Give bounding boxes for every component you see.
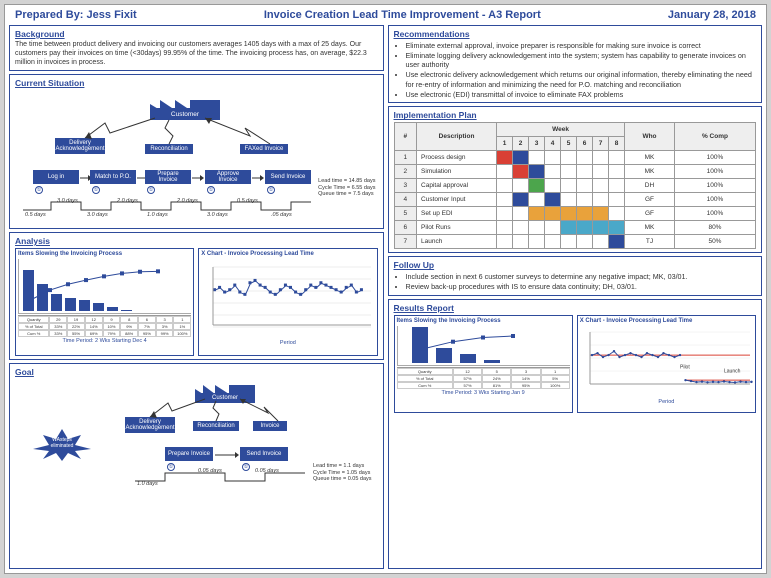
followup-panel: Follow Up Include section in next 6 cust…: [388, 256, 763, 295]
results-pareto: Items Slowing the Invoicing Process Quan…: [394, 315, 573, 413]
goal-panel: Goal Customer Delivery Acknowledgement R…: [9, 363, 384, 569]
rec-list: Eliminate external approval, invoice pre…: [394, 41, 757, 99]
header: Prepared By: Jess Fixit Invoice Creation…: [5, 5, 766, 25]
current-situation-panel: Current Situation Customer Delivery Ackn…: [9, 74, 384, 229]
plan-table: #DescriptionWeekWho% Comp123456781Proces…: [394, 122, 757, 249]
followup-item: Review back-up procedures with IS to ens…: [406, 282, 757, 292]
recommendations-panel: Recommendations Eliminate external appro…: [388, 25, 763, 103]
report-date: January 28, 2018: [668, 9, 756, 21]
rec-title: Recommendations: [394, 29, 757, 39]
rec-item: Eliminate external approval, invoice pre…: [406, 41, 757, 51]
xchart: X Chart - Invoice Processing Lead Time P…: [198, 248, 377, 356]
step-block: Prepare Invoice: [145, 170, 191, 184]
rec-item: Use electronic (EDI) transmittal of invo…: [406, 90, 757, 100]
results-title: Results Report: [394, 303, 757, 313]
results-panel: Results Report Items Slowing the Invoici…: [388, 299, 763, 569]
svg-text:Launch: Launch: [724, 368, 741, 374]
step-block: Log in: [33, 170, 79, 184]
prepared-by: Prepared By: Jess Fixit: [15, 9, 137, 21]
rec-item: Eliminate logging delivery acknowledgeme…: [406, 51, 757, 70]
step-block: Approve Invoice: [205, 170, 251, 184]
svg-text:Pilot: Pilot: [680, 364, 690, 370]
current-title: Current Situation: [15, 78, 378, 88]
reconciliation-block: Reconciliation: [145, 144, 193, 154]
pareto-chart: Items Slowing the Invoicing Process Quan…: [15, 248, 194, 356]
rec-item: Use electronic delivery acknowledgement …: [406, 70, 757, 89]
followup-item: Include section in next 6 customer surve…: [406, 272, 757, 282]
background-title: Background: [15, 29, 378, 39]
analysis-title: Analysis: [15, 236, 378, 246]
report-title: Invoice Creation Lead Time Improvement -…: [264, 9, 541, 21]
plan-panel: Implementation Plan #DescriptionWeekWho%…: [388, 106, 763, 253]
plan-title: Implementation Plan: [394, 110, 757, 120]
background-text: The time between product delivery and in…: [15, 41, 378, 67]
background-panel: Background The time between product deli…: [9, 25, 384, 71]
analysis-panel: Analysis Items Slowing the Invoicing Pro…: [9, 232, 384, 360]
a3-report: Prepared By: Jess Fixit Invoice Creation…: [4, 4, 767, 574]
results-xchart: X Chart - Invoice Processing Lead Time P…: [577, 315, 756, 413]
current-summary: Lead time = 14.85 daysCycle Time = 6.55 …: [318, 178, 375, 198]
step-block: Match to P.O.: [90, 170, 136, 184]
goal-flow: Customer Delivery Acknowledgement Reconc…: [15, 379, 378, 494]
followup-title: Follow Up: [394, 260, 757, 270]
step-block: Send Invoice: [265, 170, 311, 184]
deliv-ack-block: Delivery Acknowledgement: [55, 138, 105, 154]
current-flow: Customer Delivery Acknowledgement Reconc…: [15, 90, 378, 225]
followup-list: Include section in next 6 customer surve…: [394, 272, 757, 291]
goal-title: Goal: [15, 367, 378, 377]
